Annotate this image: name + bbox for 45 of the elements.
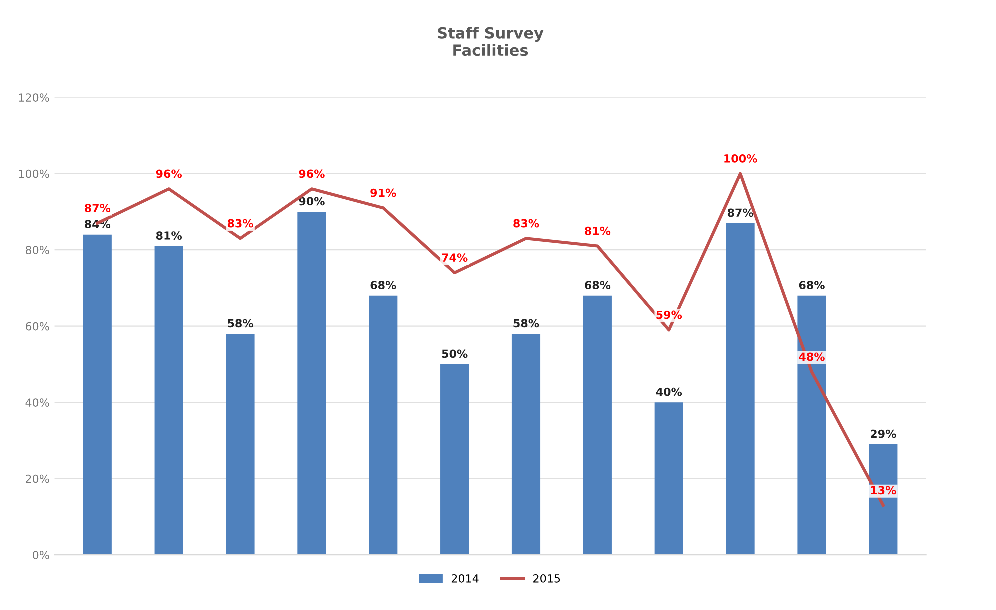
legend-label: 2014 (452, 574, 479, 583)
data-label: 81% (585, 226, 611, 236)
bar (869, 444, 898, 556)
bar (226, 334, 255, 556)
chart-title: Staff Survey Facilities (438, 27, 544, 56)
data-label: 68% (799, 281, 825, 290)
y-tick-label: 100% (19, 170, 50, 178)
data-label: 74% (442, 254, 468, 262)
bar (654, 402, 684, 556)
bar (798, 296, 826, 556)
data-label: 83% (228, 219, 254, 228)
y-tick-label: 40% (26, 398, 50, 407)
bar (154, 246, 184, 556)
legend-label: 2015 (534, 574, 560, 583)
y-tick-label: 20% (26, 474, 50, 484)
data-label: 87% (85, 204, 111, 212)
data-label: 81% (156, 232, 182, 240)
bar (726, 223, 755, 556)
y-tick-label: 60% (26, 322, 50, 331)
data-label: 58% (228, 319, 254, 328)
data-label: 13% (871, 486, 896, 495)
data-label: 40% (656, 388, 682, 396)
data-label: 59% (656, 310, 682, 320)
y-tick-label: 120% (19, 94, 50, 102)
bar (512, 334, 541, 556)
data-label: 68% (370, 281, 396, 290)
data-label: 68% (585, 281, 611, 290)
data-label: 50% (442, 350, 468, 358)
y-tick-label: 0% (33, 551, 50, 560)
data-label: 83% (514, 219, 540, 228)
data-label: 90% (299, 197, 325, 206)
bar (83, 234, 112, 556)
data-label: 58% (514, 319, 540, 328)
bar (369, 296, 398, 556)
data-label: 29% (871, 430, 896, 438)
data-label: 96% (156, 170, 182, 178)
data-label: 96% (299, 170, 325, 178)
bar (440, 364, 470, 556)
data-label: 91% (370, 188, 396, 198)
data-label: 87% (728, 208, 754, 218)
y-tick-label: 80% (26, 246, 50, 254)
data-label: 48% (799, 352, 825, 362)
data-label: 100% (724, 154, 758, 163)
bar (583, 296, 612, 556)
bar (298, 212, 326, 556)
